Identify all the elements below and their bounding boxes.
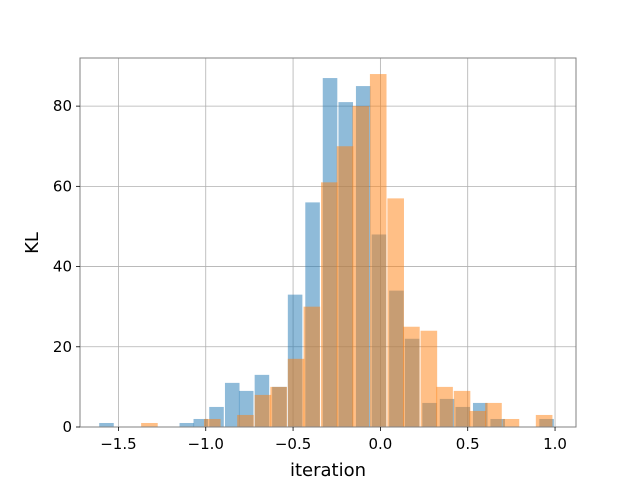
histogram-bar bbox=[141, 422, 158, 427]
y-tick-label: 40 bbox=[53, 258, 72, 276]
histogram-bar bbox=[352, 106, 370, 427]
x-tick-label: −1.5 bbox=[100, 435, 136, 453]
histogram-bar bbox=[254, 394, 272, 427]
histogram-bar bbox=[99, 422, 114, 427]
histogram-bar bbox=[387, 198, 404, 427]
histogram-bar bbox=[453, 390, 471, 427]
y-tick-label: 0 bbox=[62, 418, 72, 436]
y-axis-ticks: 0 20 40 60 80 bbox=[53, 97, 80, 436]
histogram-bars bbox=[99, 74, 554, 428]
histogram-bar bbox=[420, 330, 438, 427]
x-tick-label: 0.5 bbox=[456, 435, 480, 453]
histogram-bar bbox=[193, 418, 209, 427]
x-tick-label: 1.0 bbox=[543, 435, 567, 453]
x-tick-label: −0.5 bbox=[275, 435, 311, 453]
x-tick-label: −1.0 bbox=[188, 435, 224, 453]
y-tick-label: 60 bbox=[53, 177, 72, 195]
histogram-bar bbox=[436, 386, 453, 427]
histogram-bar bbox=[469, 410, 487, 427]
histogram-bar bbox=[237, 414, 254, 427]
histogram-bar bbox=[270, 386, 287, 427]
histogram-bar bbox=[224, 382, 240, 427]
histogram-bar bbox=[403, 326, 420, 427]
series-2 bbox=[141, 74, 553, 427]
x-axis-label: iteration bbox=[290, 460, 366, 480]
y-tick-label: 20 bbox=[53, 338, 72, 356]
histogram-bar bbox=[179, 422, 195, 427]
y-axis-label: KL bbox=[22, 232, 43, 254]
plot-frame bbox=[79, 57, 577, 428]
histogram-bar bbox=[485, 402, 502, 427]
histogram-bar bbox=[287, 358, 305, 427]
histogram-bar bbox=[502, 418, 520, 427]
histogram-bar bbox=[204, 418, 221, 427]
histogram-bar bbox=[303, 306, 321, 427]
histogram-bar bbox=[321, 182, 338, 427]
x-tick-label: 0.0 bbox=[368, 435, 392, 453]
histogram-bar bbox=[336, 146, 354, 427]
histogram-bar bbox=[369, 74, 387, 427]
y-tick-label: 80 bbox=[53, 97, 72, 115]
x-axis-ticks: −1.5 −1.0 −0.5 0.0 0.5 1.0 bbox=[100, 427, 567, 453]
histogram-bar bbox=[535, 414, 553, 427]
